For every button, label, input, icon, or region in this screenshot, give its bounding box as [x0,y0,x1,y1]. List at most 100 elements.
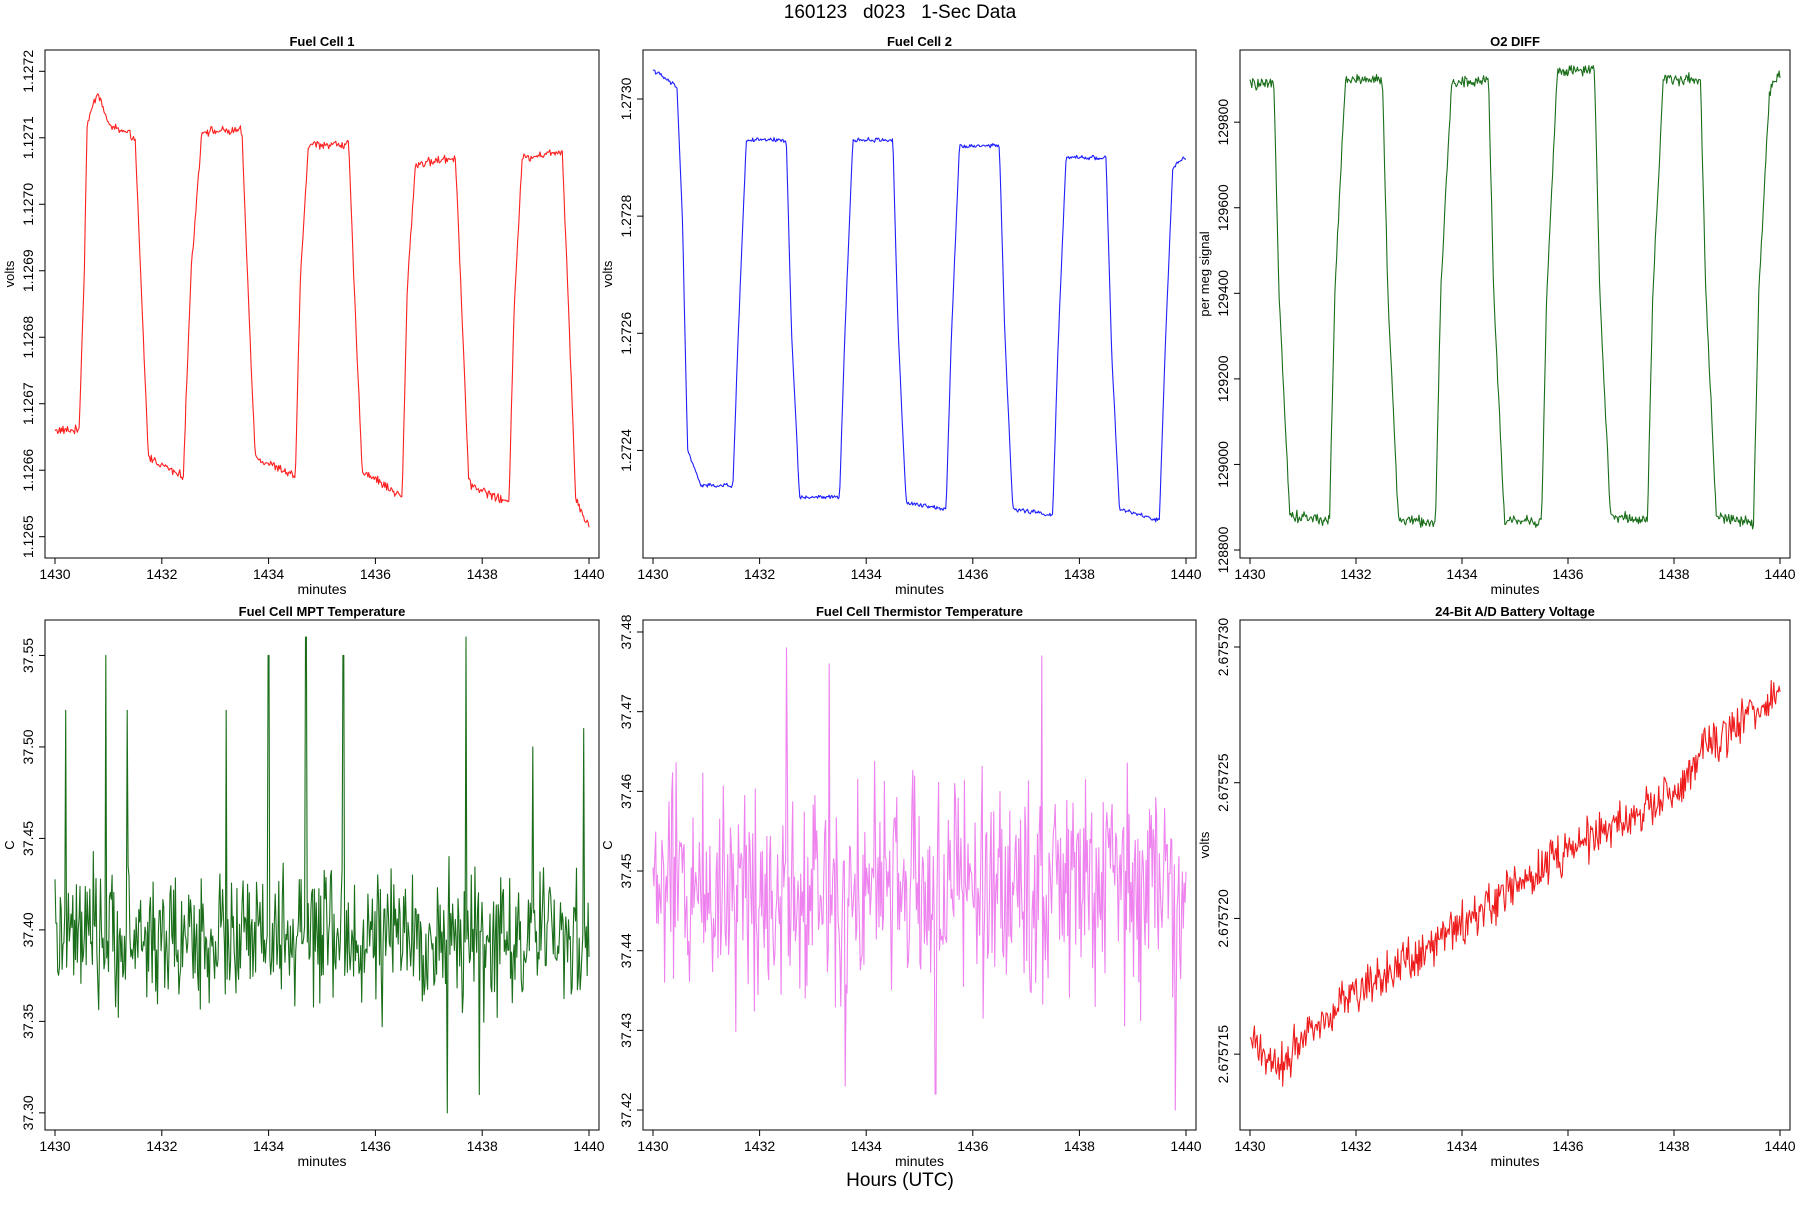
x-tick-label: 1438 [467,1138,498,1154]
y-tick-label: 37.30 [20,1095,36,1130]
y-tick-label: 37.46 [618,774,634,809]
chart-panel-2: Fuel Cell 2 1430 1432 1434 1436 1438 1440 minut… [600,34,1202,597]
plot-frame [1239,619,1791,1131]
y-axis-label: volts [2,260,17,287]
x-axis-label: minutes [895,1153,944,1169]
x-tick-label: 1438 [467,566,498,582]
y-tick-label: 2.675730 [1215,618,1231,677]
y-tick-label: 2.675725 [1215,753,1231,812]
x-tick-label: 1434 [253,566,284,582]
y-tick-label: 37.44 [618,933,634,968]
y-tick-label: 37.50 [20,729,36,764]
plot-frame [642,619,1197,1131]
x-tick-label: 1430 [1234,1138,1265,1154]
x-tick-label: 1430 [39,1138,70,1154]
x-tick-label: 1436 [360,566,391,582]
y-tick-label: 2.675715 [1215,1025,1231,1084]
x-tick-label: 1434 [1446,1138,1477,1154]
chart-title: O2 DIFF [1490,34,1540,49]
y-tick-label: 1.1272 [20,50,36,93]
x-tick-label: 1432 [1340,566,1371,582]
y-axis-label: volts [600,260,615,287]
y-tick-label: 1.2730 [618,77,634,120]
data-line [652,647,1187,1111]
x-tick-label: 1440 [1764,1138,1795,1154]
y-tick-label: 129000 [1215,441,1231,488]
y-tick-label: 37.40 [20,912,36,947]
x-axis-label: minutes [297,581,346,597]
x-tick-label: 1438 [1064,566,1095,582]
y-tick-label: 129600 [1215,184,1231,231]
x-tick-label: 1434 [851,566,882,582]
x-axis-label: minutes [1490,1153,1539,1169]
y-tick-label: 128800 [1215,526,1231,573]
x-tick-label: 1436 [1552,1138,1583,1154]
x-tick-label: 1432 [146,566,177,582]
y-axis-label: volts [1197,831,1212,858]
plot-frame [1239,49,1791,559]
figure-title: 160123 d023 1-Sec Data [783,2,1017,23]
y-tick-label: 37.45 [618,853,634,888]
chart-title: Fuel Cell 1 [289,34,354,49]
x-tick-label: 1440 [1170,566,1201,582]
x-tick-label: 1440 [573,566,604,582]
x-tick-label: 1438 [1658,1138,1689,1154]
x-tick-label: 1432 [1340,1138,1371,1154]
x-tick-label: 1434 [1446,566,1477,582]
y-tick-label: 1.1265 [20,515,36,558]
x-tick-label: 1436 [360,1138,391,1154]
x-tick-label: 1438 [1658,566,1689,582]
y-tick-label: 37.35 [20,1004,36,1039]
x-tick-label: 1432 [146,1138,177,1154]
y-tick-label: 37.55 [20,638,36,673]
data-line [54,636,590,1114]
plot-frame [44,619,600,1131]
x-tick-label: 1434 [253,1138,284,1154]
y-tick-label: 37.43 [618,1013,634,1048]
y-tick-label: 2.675720 [1215,889,1231,948]
x-tick-label: 1432 [744,1138,775,1154]
y-tick-label: 1.2728 [618,195,634,238]
plot-frame [44,49,600,559]
x-axis-label: minutes [297,1153,346,1169]
data-line [652,69,1187,523]
chart-panel-3: O2 DIFF 1430 1432 1434 1436 1438 1440 minutes 12… [1197,34,1796,597]
y-tick-label: 1.1267 [20,382,36,425]
y-tick-label: 1.1271 [20,116,36,159]
x-tick-label: 1430 [637,566,668,582]
y-tick-label: 1.1269 [20,249,36,292]
x-tick-label: 1440 [1764,566,1795,582]
x-axis-label: minutes [895,581,944,597]
chart-title: Fuel Cell 2 [887,34,952,49]
chart-panel-1: Fuel Cell 1 1430 1432 1434 1436 1438 1440 minut… [2,34,605,597]
data-line [1249,680,1781,1087]
x-tick-label: 1430 [1234,566,1265,582]
x-tick-label: 1430 [637,1138,668,1154]
y-axis-label: C [600,840,615,849]
chart-title: Fuel Cell Thermistor Temperature [816,604,1023,619]
x-tick-label: 1434 [851,1138,882,1154]
y-tick-label: 37.45 [20,821,36,856]
chart-panel-6: 24-Bit A/D Battery Voltage 1430 1432 1434 14… [1197,604,1796,1169]
chart-title: Fuel Cell MPT Temperature [239,604,406,619]
y-axis-label: C [2,840,17,849]
y-tick-label: 1.2726 [618,312,634,355]
chart-panel-4: Fuel Cell MPT Temperature 1430 1432 1434 143… [2,604,605,1169]
x-tick-label: 1440 [573,1138,604,1154]
data-line [1249,65,1781,530]
x-tick-label: 1430 [39,566,70,582]
figure-xlabel: Hours (UTC) [846,1170,954,1191]
y-tick-label: 37.48 [618,614,634,649]
x-tick-label: 1440 [1170,1138,1201,1154]
x-tick-label: 1438 [1064,1138,1095,1154]
y-tick-label: 129400 [1215,270,1231,317]
x-tick-label: 1436 [1552,566,1583,582]
y-tick-label: 1.2724 [618,429,634,472]
x-axis-label: minutes [1490,581,1539,597]
x-tick-label: 1436 [957,1138,988,1154]
x-tick-label: 1436 [957,566,988,582]
y-tick-label: 129800 [1215,99,1231,146]
y-tick-label: 129200 [1215,355,1231,402]
